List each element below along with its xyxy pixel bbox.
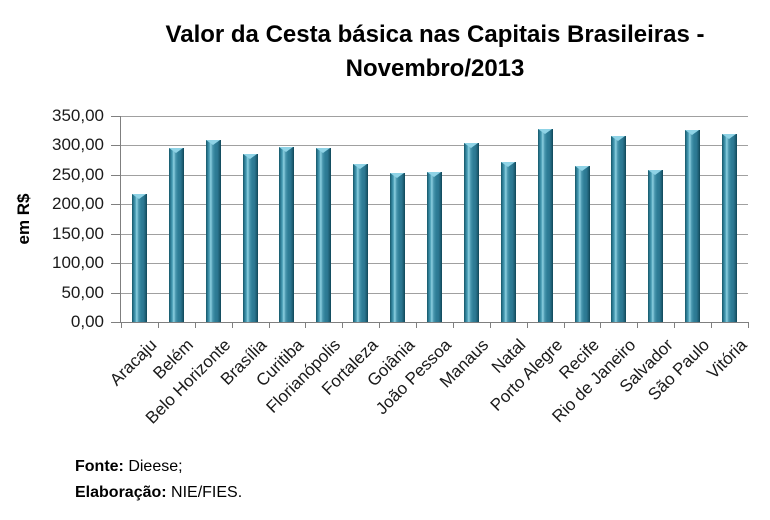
- x-axis-tick: [711, 322, 713, 328]
- footer-elaboration-label: Elaboração:: [75, 484, 167, 501]
- gridline: [121, 145, 748, 147]
- x-axis-tick: [563, 322, 565, 328]
- chart-title: Valor da Cesta básica nas Capitais Brasi…: [99, 18, 770, 86]
- chart-title-line-2: Novembro/2013: [345, 55, 525, 82]
- y-axis-tick: [111, 233, 120, 235]
- y-axis-tick: [111, 174, 120, 176]
- y-axis-tick-label: 150,00: [52, 223, 104, 243]
- y-axis-tick-label: 0,00: [70, 312, 104, 331]
- bar-aracaju: [131, 193, 147, 322]
- bar-belem: [168, 148, 184, 322]
- bar-porto-alegre: [537, 128, 553, 322]
- x-axis-tick: [674, 322, 676, 328]
- x-axis-tick: [231, 322, 233, 328]
- bar-sao-paulo: [685, 130, 701, 322]
- x-axis-tick: [489, 322, 491, 328]
- y-axis-tick: [111, 322, 120, 323]
- gridline: [121, 116, 748, 117]
- y-axis-tick-label: 350,00: [52, 106, 104, 125]
- footer-source-label: Fonte:: [75, 458, 124, 475]
- footer-elaboration-line: Elaboração: NIE/FIES.: [75, 480, 242, 506]
- y-axis-tick: [111, 263, 120, 265]
- x-axis-label-aracaju: Aracaju: [105, 335, 161, 390]
- y-axis-tick-label: 300,00: [52, 135, 104, 155]
- footer-source-value: Dieese;: [123, 458, 183, 475]
- x-axis-tick: [157, 322, 159, 328]
- x-axis-tick: [268, 322, 270, 328]
- x-axis-tick: [305, 322, 307, 328]
- x-axis-tick: [342, 322, 344, 328]
- bar-belo-horizonte: [205, 140, 221, 322]
- bar-brasilia: [242, 154, 258, 322]
- x-axis-tick: [379, 322, 381, 328]
- footer-notes: Fonte: Dieese; Elaboração: NIE/FIES.: [75, 454, 242, 506]
- x-axis-tick: [600, 322, 602, 328]
- y-axis-tick-label: 200,00: [52, 194, 104, 214]
- x-axis-tick: [416, 322, 418, 328]
- x-axis-tick: [748, 322, 749, 328]
- bar-goiania: [390, 173, 406, 322]
- y-axis-tick: [111, 145, 120, 147]
- x-axis-line: [120, 322, 748, 323]
- chart-title-line-1: Valor da Cesta básica nas Capitais Brasi…: [165, 21, 705, 48]
- plot-area: [121, 116, 749, 328]
- bar-fortaleza: [353, 164, 369, 322]
- bar-vitoria: [722, 133, 738, 322]
- x-axis-tick: [194, 322, 196, 328]
- footer-source-line: Fonte: Dieese;: [75, 454, 242, 480]
- y-axis-tick: [111, 204, 120, 206]
- x-axis-tick: [637, 322, 639, 328]
- bar-florianopolis: [316, 147, 332, 322]
- bar-manaus: [463, 142, 479, 322]
- y-axis-tick-label: 50,00: [61, 282, 104, 302]
- bar-recife: [574, 166, 590, 322]
- x-axis-tick: [452, 322, 454, 328]
- bar-curitiba: [279, 147, 295, 322]
- y-axis-tick: [111, 116, 120, 117]
- x-axis-label-vitoria: Vitória: [702, 335, 751, 383]
- bar-rio-de-janeiro: [611, 136, 627, 322]
- x-axis-tick: [121, 322, 122, 328]
- footer-elaboration-value: NIE/FIES.: [166, 484, 243, 501]
- y-axis-tick-label: 100,00: [52, 253, 104, 273]
- y-axis-line: [120, 116, 121, 322]
- bar-natal: [500, 161, 516, 322]
- x-axis-tick: [526, 322, 528, 328]
- y-axis-tick-label: 250,00: [52, 164, 104, 184]
- y-axis-tick: [111, 292, 120, 294]
- bar-salvador: [648, 169, 664, 322]
- bar-joao-pessoa: [427, 171, 442, 322]
